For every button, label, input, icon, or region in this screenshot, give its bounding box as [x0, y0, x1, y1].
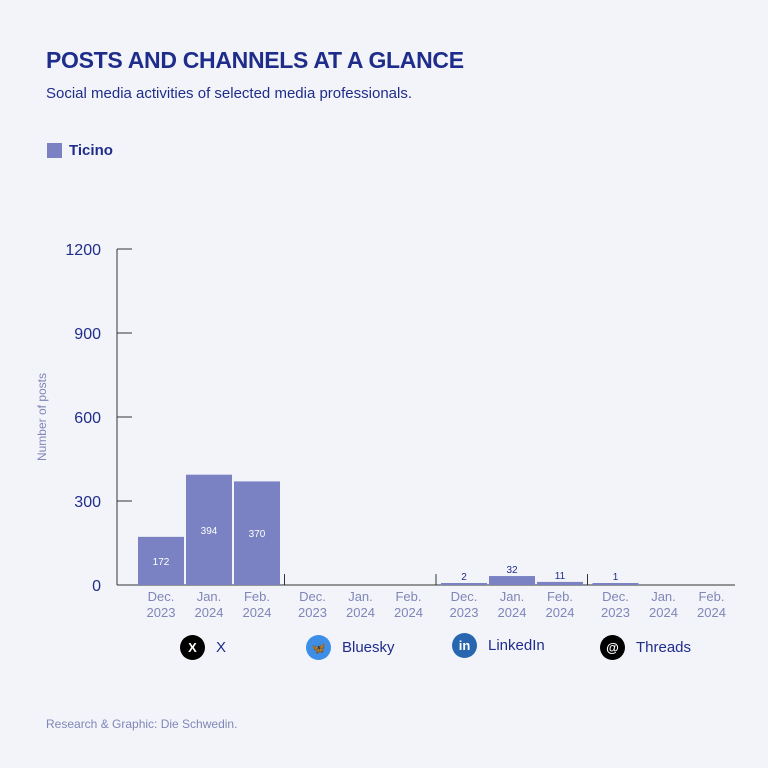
bar — [186, 474, 232, 585]
x-tick-label-month: Dec. — [451, 589, 478, 604]
bar — [489, 576, 535, 585]
bar-value-label: 394 — [201, 526, 218, 537]
x-tick-label-year: 2024 — [243, 605, 272, 620]
platform-threads: @ Threads — [600, 635, 691, 660]
threads-logo-icon: @ — [600, 635, 625, 660]
bar — [441, 583, 487, 585]
x-tick-label-year: 2024 — [346, 605, 375, 620]
linkedin-logo-icon: in — [452, 633, 477, 658]
platform-label: X — [216, 639, 227, 656]
bluesky-butterfly-icon: 🦋 — [306, 635, 331, 660]
bar-value-label: 2 — [461, 572, 467, 583]
y-tick-label: 0 — [92, 578, 101, 595]
x-tick-label-month: Jan. — [500, 589, 525, 604]
bar-value-label: 32 — [506, 565, 518, 576]
y-axis-title: Number of posts — [35, 373, 49, 461]
x-tick-label-year: 2023 — [450, 605, 479, 620]
x-tick-label-month: Feb. — [244, 589, 270, 604]
x-tick-label-year: 2024 — [649, 605, 678, 620]
bar — [537, 581, 583, 585]
x-tick-label-year: 2023 — [601, 605, 630, 620]
platform-linkedin: in LinkedIn — [452, 633, 545, 658]
x-tick-label-month: Jan. — [197, 589, 222, 604]
x-tick-label-year: 2023 — [147, 605, 176, 620]
bar-value-label: 370 — [249, 529, 266, 540]
bar — [234, 481, 280, 585]
x-tick-label-year: 2024 — [394, 605, 423, 620]
y-tick-label: 900 — [74, 326, 101, 343]
x-logo-icon: X — [180, 635, 205, 660]
footer-credit: Research & Graphic: Die Schwedin. — [46, 717, 238, 731]
x-tick-label-year: 2024 — [195, 605, 224, 620]
x-tick-label-month: Feb. — [395, 589, 421, 604]
platform-bluesky: 🦋 Bluesky — [306, 635, 395, 660]
x-tick-label-month: Feb. — [547, 589, 573, 604]
x-tick-label-month: Jan. — [348, 589, 373, 604]
bar-value-label: 172 — [153, 557, 170, 568]
x-tick-label-year: 2024 — [546, 605, 575, 620]
x-tick-label-month: Dec. — [602, 589, 629, 604]
x-tick-label-month: Jan. — [651, 589, 676, 604]
x-tick-label-month: Dec. — [299, 589, 326, 604]
bar — [592, 583, 639, 585]
legend: Ticino — [47, 142, 113, 159]
x-tick-label-month: Feb. — [698, 589, 724, 604]
x-tick-label-year: 2024 — [697, 605, 726, 620]
page-title: POSTS AND CHANNELS AT A GLANCE — [46, 47, 464, 73]
bar-value-label: 11 — [555, 571, 566, 582]
x-tick-label-month: Dec. — [148, 589, 175, 604]
y-tick-label: 1200 — [65, 242, 101, 259]
legend-swatch — [47, 143, 62, 158]
platform-label: Threads — [636, 639, 692, 656]
y-tick-label: 300 — [74, 494, 101, 511]
page-subtitle: Social media activities of selected medi… — [46, 85, 413, 102]
platform-label: Bluesky — [342, 639, 395, 656]
platform-legend: X X 🦋 Bluesky in LinkedIn @ Threads — [0, 633, 768, 663]
platform-x: X X — [180, 635, 226, 660]
bar-value-label: 1 — [613, 572, 619, 583]
bar — [138, 536, 184, 585]
platform-label: LinkedIn — [488, 637, 545, 654]
x-tick-label-year: 2024 — [498, 605, 527, 620]
legend-label: Ticino — [69, 142, 113, 159]
y-tick-label: 600 — [74, 410, 101, 427]
x-tick-label-year: 2023 — [298, 605, 327, 620]
